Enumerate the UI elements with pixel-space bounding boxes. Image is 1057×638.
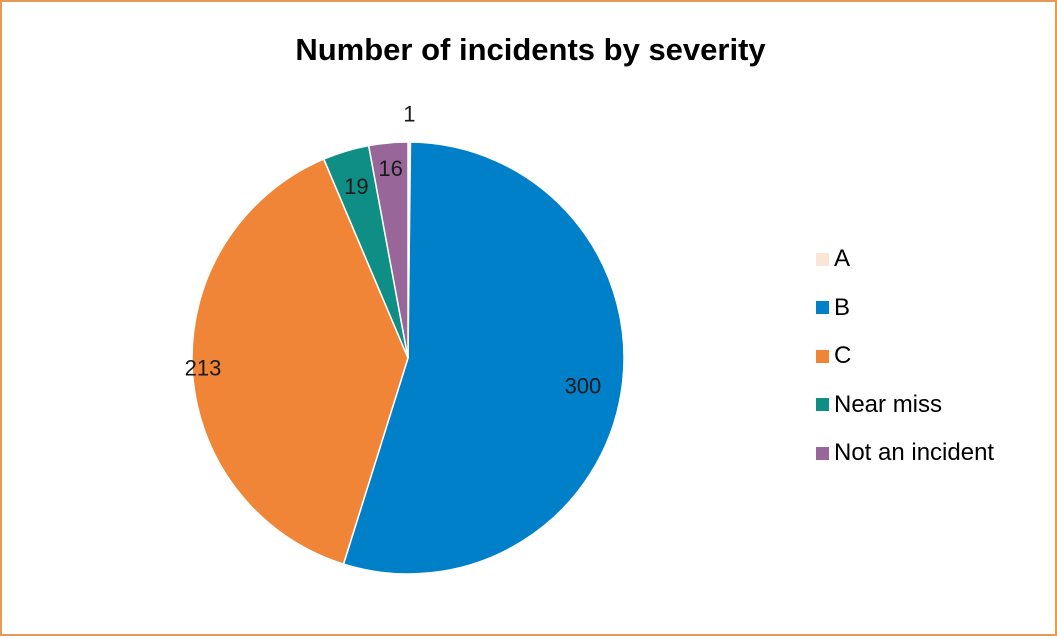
chart-legend: A B C Near miss Not an incident [816, 242, 994, 485]
legend-item-c: C [816, 339, 994, 373]
legend-item-b: B [816, 291, 994, 325]
pie-slice-c [191, 158, 409, 566]
legend-label-a: A [834, 245, 851, 272]
legend-swatch-a [816, 252, 829, 266]
data-label-c: 213 [185, 355, 222, 380]
legend-label-b: B [834, 293, 851, 321]
legend-label-c: C [834, 342, 852, 369]
chart-title: Number of incidents by severity [295, 32, 766, 67]
legend-label-not-an-incident: Not an incident [834, 439, 995, 466]
legend-item-not-an-incident: Not an incident [816, 436, 994, 470]
pie-slice-not-an-incident [367, 141, 409, 359]
legend-swatch-near-miss [816, 398, 829, 411]
legend-label-near-miss: Near miss [834, 390, 943, 418]
data-label-b: 300 [565, 373, 602, 398]
legend-item-a: A [816, 242, 994, 276]
pie-slice-b [342, 141, 625, 575]
legend-item-near-miss: Near miss [816, 388, 994, 422]
data-label-a: 1 [403, 101, 415, 126]
data-label-not-an-incident: 16 [378, 156, 402, 181]
legend-swatch-not-an-incident [816, 446, 829, 460]
data-label-near-miss: 19 [344, 174, 368, 199]
legend-swatch-c [816, 349, 829, 363]
legend-swatch-b [816, 301, 829, 314]
